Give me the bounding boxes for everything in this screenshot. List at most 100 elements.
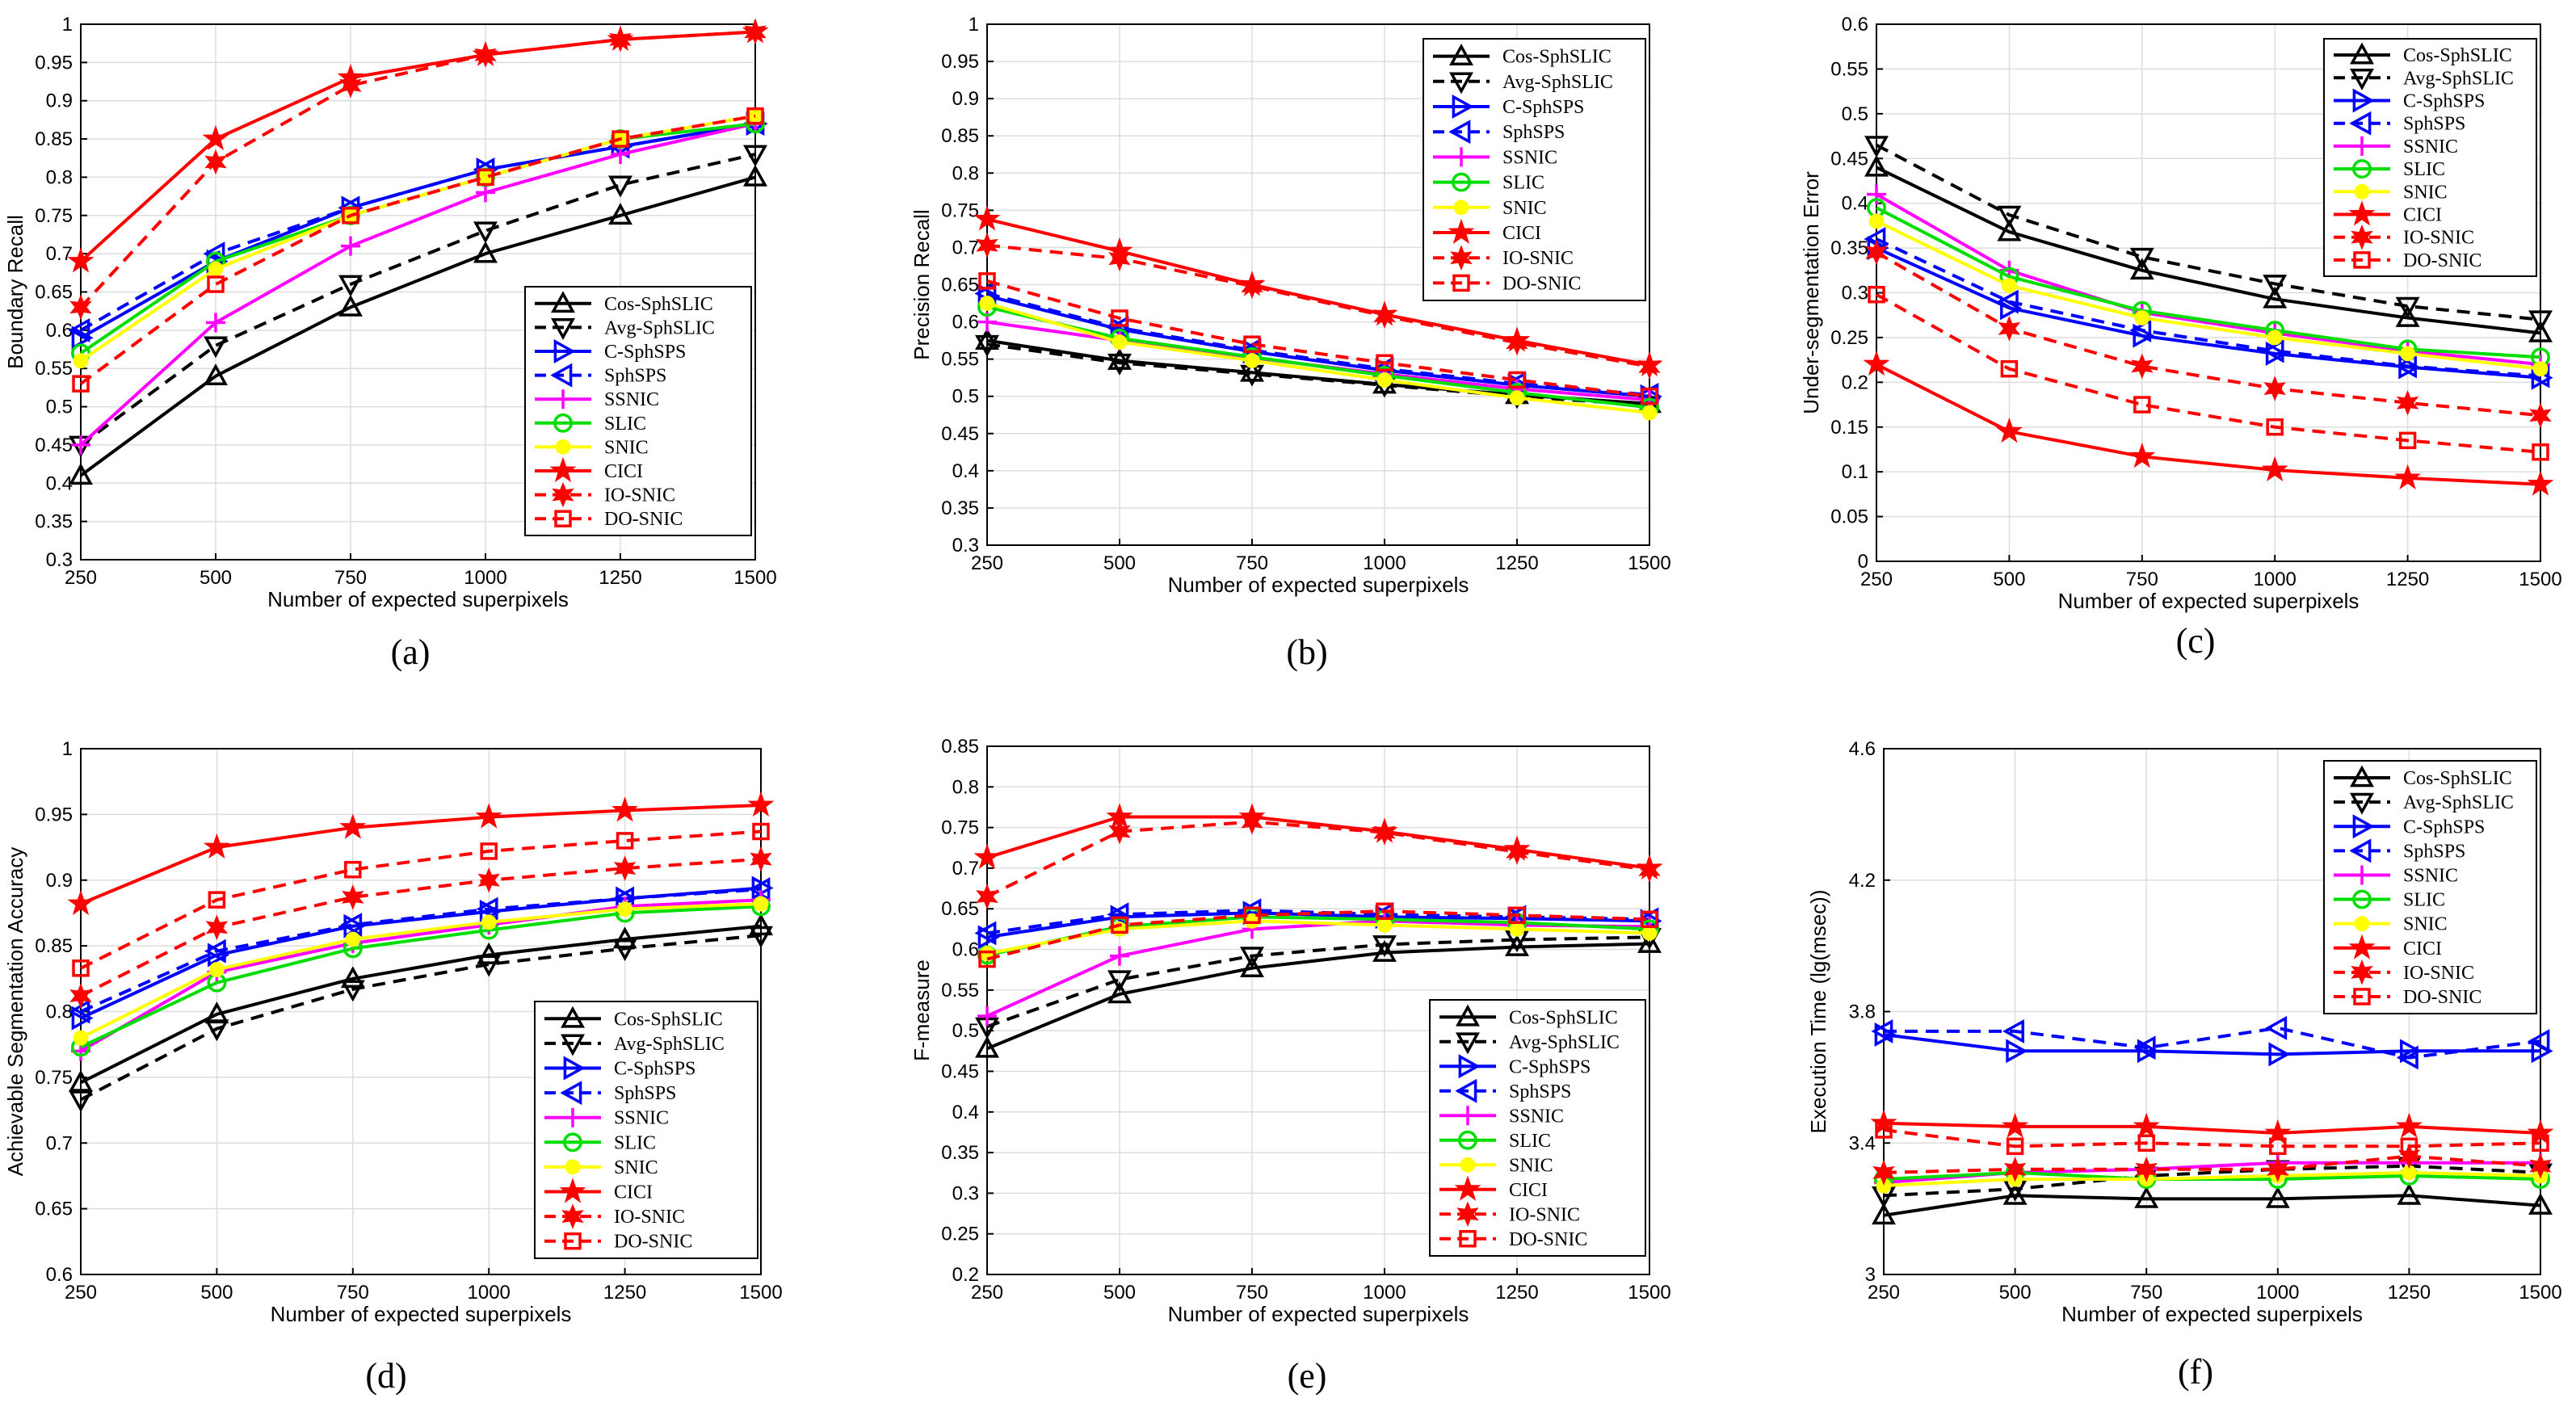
legend: Cos-SphSLIC Avg-SphSLIC C-SphSPS SphSPS SSNI…	[1422, 38, 1646, 301]
y-tick-label: 0.8	[952, 162, 979, 184]
y-axis-label: Under-segmentation Error	[1799, 171, 1823, 414]
data-point	[1641, 910, 1658, 929]
legend-marker	[2349, 838, 2372, 863]
y-tick-label: 0.15	[1830, 417, 1868, 439]
data-point	[750, 846, 772, 872]
data-point	[612, 939, 637, 961]
y-tick-label: 0.8	[46, 1001, 73, 1023]
legend-marker	[2350, 792, 2374, 815]
series-line	[80, 857, 762, 997]
series-IO-SNIC	[69, 846, 772, 1009]
series-DO-SNIC	[1868, 285, 2549, 461]
y-tick-label: 0.35	[35, 511, 73, 533]
legend-entry: Avg-SphSLIC	[614, 1034, 725, 1055]
legend-entry: IO-SNIC	[1509, 1204, 1580, 1225]
legend-marker	[2348, 934, 2376, 959]
series-line	[79, 898, 762, 1053]
series-line	[986, 217, 1650, 367]
series-line	[1883, 1033, 2540, 1056]
series-IO-SNIC	[69, 19, 767, 321]
y-tick-label: 0.85	[941, 125, 979, 147]
series-line	[986, 301, 1650, 414]
data-point	[477, 955, 502, 977]
legend-entry: DO-SNIC	[604, 509, 683, 530]
data-point	[1107, 970, 1132, 993]
series-line	[80, 122, 756, 332]
legend-entry: SLIC	[1509, 1131, 1551, 1152]
x-tick-label: 1000	[1363, 1282, 1406, 1304]
legend-entry: Avg-SphSLIC	[1502, 72, 1613, 93]
series-line	[79, 175, 756, 477]
x-tick-label: 1500	[1628, 1282, 1670, 1304]
data-point	[338, 294, 363, 317]
y-tick-label: 0.55	[941, 980, 979, 1001]
x-axis-label: Number of expected superpixels	[1168, 573, 1469, 597]
legend-marker	[2352, 136, 2372, 156]
series-line	[80, 934, 762, 1102]
y-tick-label: 1	[62, 14, 73, 36]
y-tick-label: 0.65	[941, 898, 979, 920]
data-point	[1864, 154, 1889, 177]
data-point	[2129, 318, 2152, 343]
data-point	[204, 149, 227, 175]
y-axis-label: Execution Time (lg(msec))	[1806, 890, 1830, 1134]
data-point	[209, 962, 225, 977]
data-point	[1112, 334, 1128, 350]
data-point	[2394, 354, 2417, 379]
legend: Cos-SphSLIC Avg-SphSLIC C-SphSPS SphSPS SSNI…	[1429, 999, 1646, 1257]
legend-entry: SSNIC	[1502, 147, 1557, 168]
x-tick-label: 500	[1993, 569, 2025, 590]
data-point	[1373, 819, 1396, 846]
data-point	[208, 261, 224, 277]
legend-entry: SphSPS	[1502, 122, 1565, 143]
legend-marker	[563, 1132, 582, 1153]
y-axis-label: Achievable Segmentation Accuracy	[3, 847, 27, 1177]
series-DO-SNIC	[978, 272, 1658, 405]
y-tick-label: 0.4	[1842, 193, 1868, 215]
data-point	[749, 913, 773, 936]
series-IO-SNIC	[1872, 1143, 2552, 1186]
legend-marker	[1450, 245, 1473, 271]
data-point	[1641, 926, 1658, 941]
y-axis-label: Boundary Recall	[3, 215, 27, 369]
x-tick-label: 1500	[733, 567, 776, 589]
data-point	[1506, 330, 1528, 356]
series-Avg-SphSLIC	[69, 926, 773, 1113]
series-line	[80, 829, 762, 970]
data-point	[973, 205, 1001, 231]
legend-entry: SNIC	[604, 437, 649, 458]
legend-entry: SSNIC	[2403, 136, 2458, 157]
y-tick-label: 0.35	[941, 498, 979, 519]
x-axis-label: Number of expected superpixels	[271, 1302, 572, 1326]
data-point	[609, 27, 632, 52]
legend-marker	[2348, 200, 2376, 226]
y-tick-label: 0.9	[952, 88, 979, 110]
legend-marker	[563, 1056, 586, 1081]
y-tick-label: 0.5	[46, 397, 73, 418]
data-point	[342, 884, 364, 910]
data-point	[2265, 1015, 2288, 1040]
legend-entry: IO-SNIC	[604, 485, 675, 506]
legend-entry: DO-SNIC	[1502, 273, 1581, 294]
series-line	[80, 804, 762, 905]
y-tick-label: 0.3	[1842, 283, 1868, 304]
chart-caption: (b)	[1286, 632, 1327, 672]
y-tick-label: 0.3	[952, 535, 979, 556]
data-point	[2133, 1035, 2156, 1060]
data-point	[1240, 955, 1264, 978]
x-tick-label: 750	[1236, 552, 1268, 574]
legend-marker	[553, 339, 576, 363]
data-point	[69, 1069, 93, 1092]
legend-marker	[1459, 1230, 1477, 1248]
x-tick-label: 500	[200, 1282, 233, 1304]
y-tick-label: 0.2	[1842, 372, 1868, 393]
data-point	[1641, 405, 1658, 421]
data-point	[611, 796, 639, 822]
data-point	[2529, 402, 2552, 429]
x-axis-label: Number of expected superpixels	[2061, 1302, 2363, 1326]
data-point	[2395, 1112, 2423, 1138]
data-point	[1998, 316, 2021, 342]
data-point	[1372, 939, 1397, 962]
data-point	[345, 931, 361, 947]
data-point	[979, 296, 995, 311]
